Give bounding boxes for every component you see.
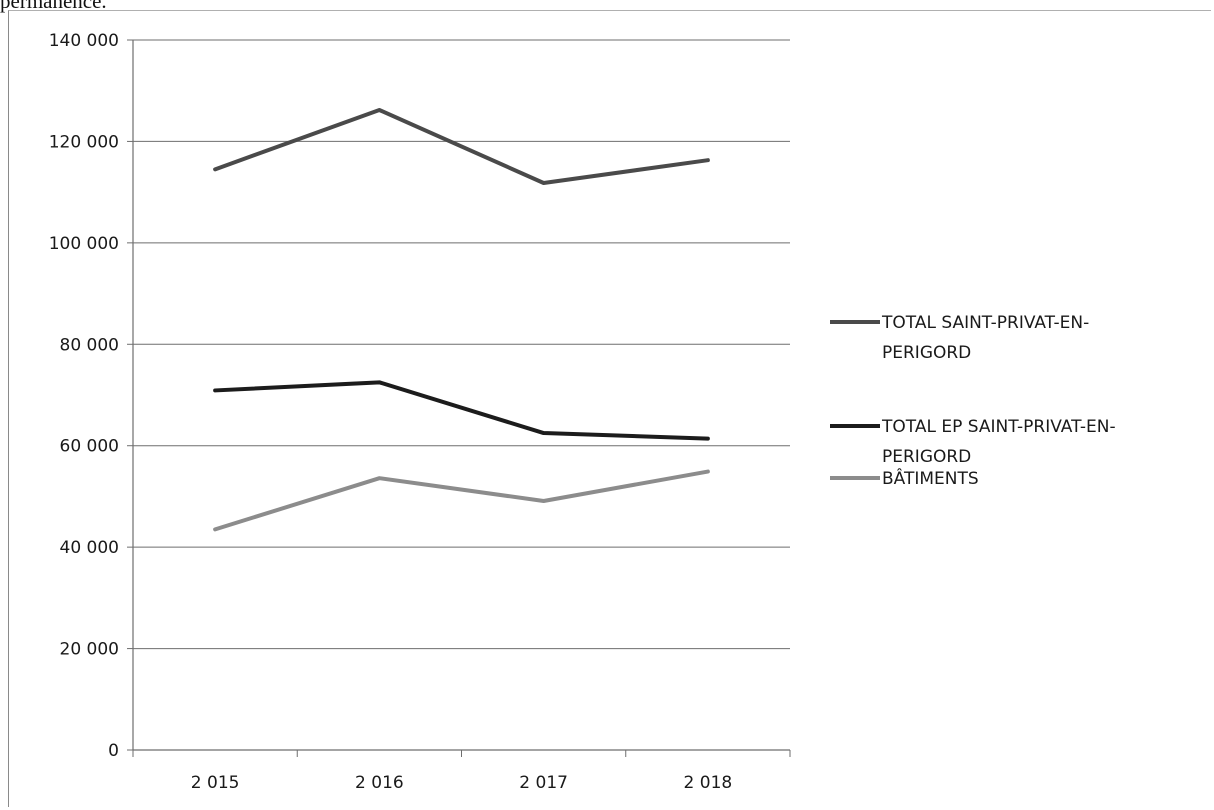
legend-label-1: PERIGORD — [882, 343, 971, 363]
series-line-3 — [213, 469, 710, 532]
y-tick-label: 120 000 — [49, 132, 119, 152]
x-tick-label: 2 016 — [355, 773, 404, 793]
series-lines — [213, 107, 710, 532]
legend: TOTAL SAINT-PRIVAT-EN- PERIGORD TOTAL EP S… — [830, 313, 1116, 489]
chart-frame — [8, 10, 1211, 807]
y-tick-label: 0 — [108, 741, 119, 761]
x-tick-label: 2 017 — [519, 773, 568, 793]
y-tick-label: 140 000 — [49, 31, 119, 51]
y-tick-label: 80 000 — [60, 335, 119, 355]
series-line-1 — [213, 107, 710, 186]
gridlines — [133, 39, 790, 650]
y-tick-label: 60 000 — [60, 437, 119, 457]
y-tick-label: 40 000 — [60, 538, 119, 558]
axes — [127, 39, 791, 757]
page-text-fragment: permanence. — [0, 0, 107, 13]
x-tick-labels: 2 015 2 016 2 017 2 018 — [191, 773, 732, 793]
legend-label-3: BÂTIMENTS — [882, 467, 979, 489]
legend-label-2: PERIGORD — [882, 447, 971, 467]
y-tick-label: 20 000 — [60, 640, 119, 660]
x-tick-label: 2 015 — [191, 773, 240, 793]
series-line-2 — [213, 380, 710, 441]
x-tick-label: 2 018 — [684, 773, 733, 793]
y-tick-label: 100 000 — [49, 234, 119, 254]
legend-label-2: TOTAL EP SAINT-PRIVAT-EN- — [881, 417, 1116, 437]
y-tick-labels: 0 20 000 40 000 60 000 80 000 100 000 120 000 1… — [49, 31, 119, 761]
legend-label-1: TOTAL SAINT-PRIVAT-EN- — [881, 313, 1089, 333]
